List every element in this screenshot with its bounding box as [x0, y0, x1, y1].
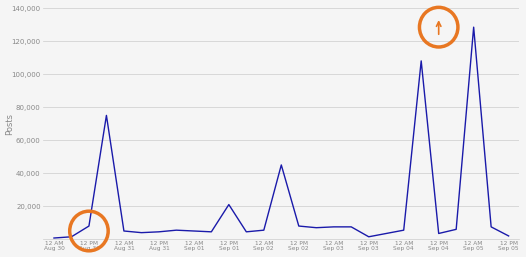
- Y-axis label: Posts: Posts: [6, 113, 15, 135]
